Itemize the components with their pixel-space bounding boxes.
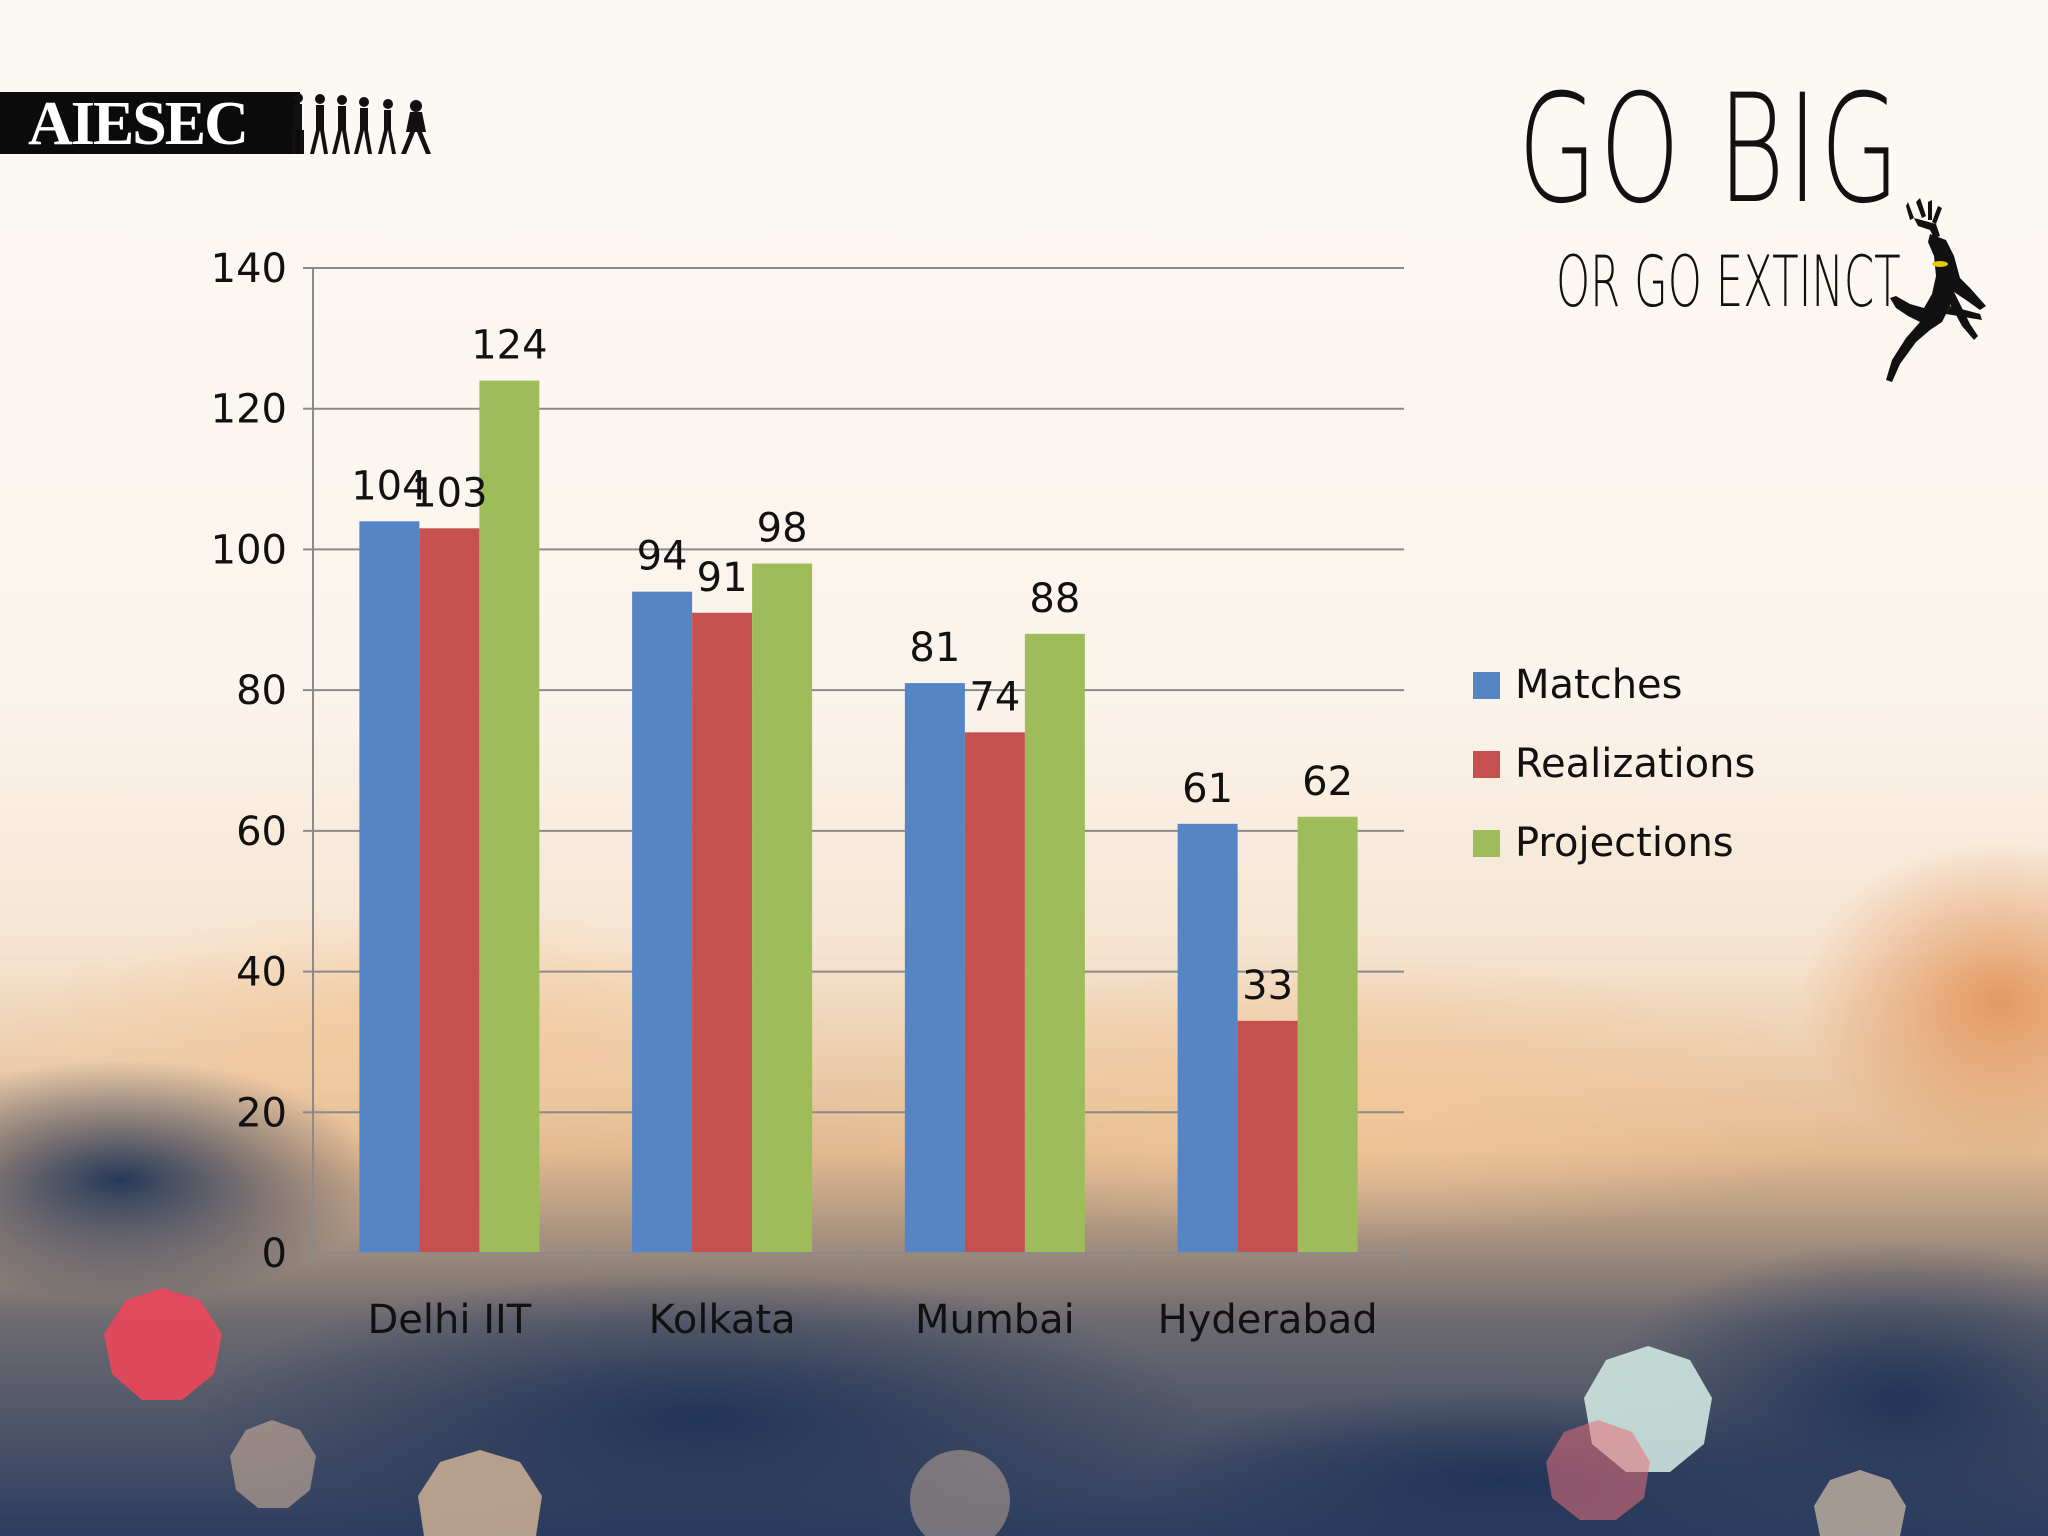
data-label-realizations-kolkata: 91 (697, 555, 748, 601)
x-tick-label-hyderabad: Hyderabad (1158, 1297, 1378, 1343)
y-axis-ticks: 0 20 40 60 80 100 120 140 (211, 246, 313, 1277)
x-tick-label-kolkata: Kolkata (649, 1297, 796, 1343)
evolution-people-icon (292, 93, 431, 154)
logo-text: AIESEC (28, 90, 249, 158)
data-label-matches-mumbai: 81 (909, 625, 960, 671)
y-tick-label-80: 80 (236, 668, 287, 714)
y-tick-label-40: 40 (236, 950, 287, 996)
bar-realizations-hyderabad (1237, 1020, 1298, 1253)
data-label-projections-hyderabad: 62 (1302, 759, 1353, 805)
data-label-matches-hyderabad: 61 (1182, 766, 1233, 812)
legend-swatch-projections (1473, 830, 1500, 857)
data-label-realizations-mumbai: 74 (969, 674, 1020, 720)
data-label-matches-delhi-iit: 104 (351, 463, 427, 509)
y-tick-label-0: 0 (262, 1231, 287, 1277)
legend-swatch-matches (1473, 672, 1500, 699)
logo-bar (0, 92, 300, 154)
legend-label-matches: Matches (1515, 662, 1683, 708)
bar-matches-delhi-iit (359, 521, 420, 1253)
bar-projections-mumbai (1024, 633, 1085, 1253)
y-tick-label-100: 100 (211, 527, 287, 573)
slogan-or-go-extinct: OR GO EXTINCT (1556, 241, 1901, 323)
bar-realizations-mumbai (964, 732, 1025, 1253)
bar-matches-mumbai (904, 683, 965, 1253)
legend-label-projections: Projections (1515, 820, 1734, 866)
data-label-matches-kolkata: 94 (637, 534, 688, 580)
bar-projections-kolkata (752, 563, 813, 1253)
data-label-projections-kolkata: 98 (757, 506, 808, 552)
data-label-realizations-hyderabad: 33 (1242, 963, 1293, 1009)
legend-swatch-realizations (1473, 751, 1500, 778)
y-tick-label-20: 20 (236, 1090, 287, 1136)
deer-icon (1886, 198, 1986, 382)
data-label-projections-delhi-iit: 124 (471, 323, 547, 369)
bar-realizations-delhi-iit (419, 528, 480, 1253)
x-tick-label-delhi-iit: Delhi IIT (368, 1297, 532, 1343)
y-tick-label-140: 140 (211, 246, 287, 292)
data-label-realizations-delhi-iit: 103 (411, 470, 487, 516)
bars (359, 380, 1358, 1254)
bar-realizations-kolkata (692, 612, 753, 1253)
x-tick-label-mumbai: Mumbai (915, 1297, 1075, 1343)
bar-matches-hyderabad (1177, 823, 1238, 1253)
legend: Matches Realizations Projections (1473, 662, 1755, 866)
legend-label-realizations: Realizations (1515, 741, 1755, 787)
bar-projections-delhi-iit (479, 380, 540, 1254)
bar-projections-hyderabad (1297, 816, 1358, 1253)
aiesec-logo: AIESEC (0, 92, 440, 156)
data-label-projections-mumbai: 88 (1029, 576, 1080, 622)
bar-matches-kolkata (632, 591, 693, 1253)
x-axis-ticks: Delhi IIT Kolkata Mumbai Hyderabad (312, 1253, 1405, 1343)
y-tick-label-120: 120 (211, 387, 287, 433)
y-tick-label-60: 60 (236, 809, 287, 855)
